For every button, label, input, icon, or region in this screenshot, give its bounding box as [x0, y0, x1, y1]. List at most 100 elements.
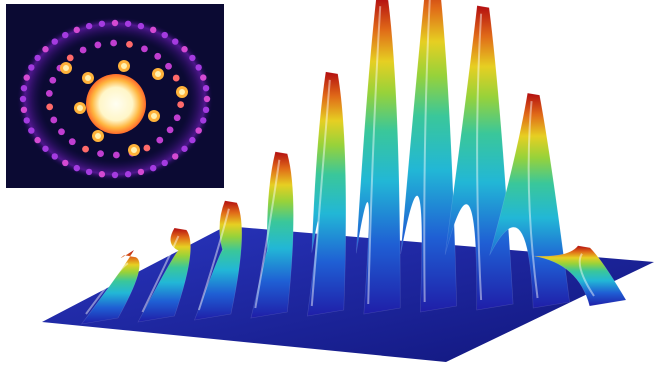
surface-peak: [307, 71, 347, 317]
inset-middle-ring-dot: [166, 126, 174, 134]
inset-outer-ring-dot: [124, 171, 132, 178]
inset-outer-ring-dot: [85, 22, 93, 30]
surface-peak-highlight: [254, 159, 281, 309]
inset-middle-ring-dot: [177, 101, 185, 108]
inset-outer-ring-dot: [23, 117, 30, 124]
surface-peak: [355, 0, 401, 315]
inset-middle-ring-dot: [172, 74, 180, 82]
inset-middle-ring-dot: [46, 103, 54, 111]
inset-outer-ring-dot: [150, 26, 157, 34]
surface-peak-highlight: [85, 262, 129, 315]
inset-outer-ring-dot: [73, 26, 80, 34]
inset-outer-ring-dot: [28, 64, 35, 71]
surface-peaks: [80, 0, 627, 325]
inset-outer-ring-dot: [172, 38, 179, 45]
inset-outer-ring-dot: [202, 106, 210, 114]
inset-middle-ring-dot: [97, 150, 104, 158]
inset-bright-spot-center: [85, 75, 91, 81]
inset-bright-spot-center: [131, 147, 137, 153]
inset-middle-ring-dot: [68, 138, 76, 146]
inset-middle-ring-dot: [79, 46, 87, 54]
surface-peak-highlight: [578, 253, 595, 297]
inset-outer-ring-dot: [181, 145, 188, 152]
inset-outer-ring-dot: [124, 20, 132, 27]
inset-middle-ring-dot: [141, 45, 148, 53]
inset-middle-ring-dot: [50, 116, 58, 124]
inset-middle-ring-dot: [165, 62, 172, 70]
inset-middle-ring-dot: [156, 136, 164, 144]
inset-outer-ring-dot: [42, 145, 49, 152]
inset-middle-ring-dot: [49, 76, 57, 84]
inset-outer-ring-dot: [137, 22, 145, 30]
inset-outer-ring-dot: [189, 54, 196, 62]
inset-middle-ring-dot: [110, 39, 118, 47]
surface-peak-highlight: [367, 6, 382, 305]
inset-outer-ring-dot: [150, 164, 157, 172]
inset-outer-ring-dot: [20, 106, 28, 114]
inset-outer-ring-dot: [73, 164, 80, 172]
inset-outer-ring-dot: [19, 95, 27, 103]
inset-outer-ring-dot: [98, 20, 106, 27]
inset-outer-ring-dot: [111, 171, 119, 179]
inset-middle-ring-dot: [45, 90, 53, 97]
surface-peak-highlight: [527, 101, 539, 299]
inset-outer-ring-dot: [98, 171, 106, 178]
surface-peak: [533, 245, 627, 307]
inset-middle-ring-dot: [112, 151, 120, 159]
surface-peak: [137, 227, 191, 323]
inset-middle-ring-dot: [82, 145, 89, 153]
inset-outer-ring-dot: [200, 117, 207, 124]
inset-middle-ring-dot: [154, 52, 162, 60]
inset-outer-ring-dot: [62, 31, 69, 39]
inset-bright-spot-center: [179, 89, 185, 95]
inset-outer-ring-dot: [137, 168, 145, 176]
surface-peak-highlight: [141, 235, 180, 313]
surface-peak-highlight: [423, 0, 431, 303]
inset-outer-ring-dot: [85, 168, 93, 176]
inset-bright-spot-center: [95, 133, 101, 139]
inset-outer-ring-dot: [203, 95, 211, 103]
inset-middle-ring-dot: [126, 40, 133, 48]
surface-peak-highlight: [310, 79, 331, 307]
inset-middle-ring-dot: [66, 54, 74, 62]
inset-outer-ring-dot: [62, 159, 69, 167]
inset-bright-spot-center: [151, 113, 157, 119]
inset-dots: [19, 19, 211, 179]
inset-outer-ring-dot: [51, 38, 58, 45]
surface-peak-highlight: [197, 208, 230, 311]
inset-outer-ring-dot: [34, 54, 41, 62]
inset-outer-ring-dot: [51, 153, 58, 160]
inset-outer-ring-dot: [202, 84, 210, 92]
surface-peak: [80, 249, 140, 325]
surface-peak: [489, 92, 570, 309]
inset-outer-ring-dot: [23, 74, 30, 81]
inset-bright-core: [86, 74, 146, 134]
inset-outer-ring-dot: [200, 74, 207, 81]
inset-outer-ring-dot: [172, 153, 179, 160]
inset-outer-ring-dot: [161, 31, 168, 39]
inset-bright-spot-center: [77, 105, 83, 111]
inset-middle-ring-dot: [58, 128, 65, 136]
inset-middle-ring-dot: [94, 41, 102, 49]
inset-bright-spot-center: [63, 65, 69, 71]
inset-outer-ring-dot: [34, 136, 41, 144]
inset-middle-ring-dot: [143, 144, 151, 152]
inset-outer-ring-dot: [195, 64, 202, 71]
inset-bright-spot-center: [155, 71, 161, 77]
inset-outer-ring-dot: [195, 127, 202, 134]
inset-middle-ring-dot: [173, 114, 181, 122]
surface-peak: [400, 0, 457, 313]
inset-outer-ring-dot: [161, 159, 168, 167]
surface-peak: [250, 151, 294, 319]
surface-peak: [194, 200, 243, 321]
inset-outer-ring-dot: [20, 84, 28, 92]
surface-peak-highlight: [476, 13, 483, 301]
inset-outer-ring-dot: [189, 136, 196, 144]
interference-inset-image: [6, 4, 224, 188]
inset-outer-ring-dot: [111, 19, 119, 27]
inset-outer-ring-dot: [42, 46, 49, 53]
inset-outer-ring-dot: [181, 46, 188, 53]
inset-outer-ring-dot: [28, 127, 35, 134]
inset-bright-spot-center: [121, 63, 127, 69]
